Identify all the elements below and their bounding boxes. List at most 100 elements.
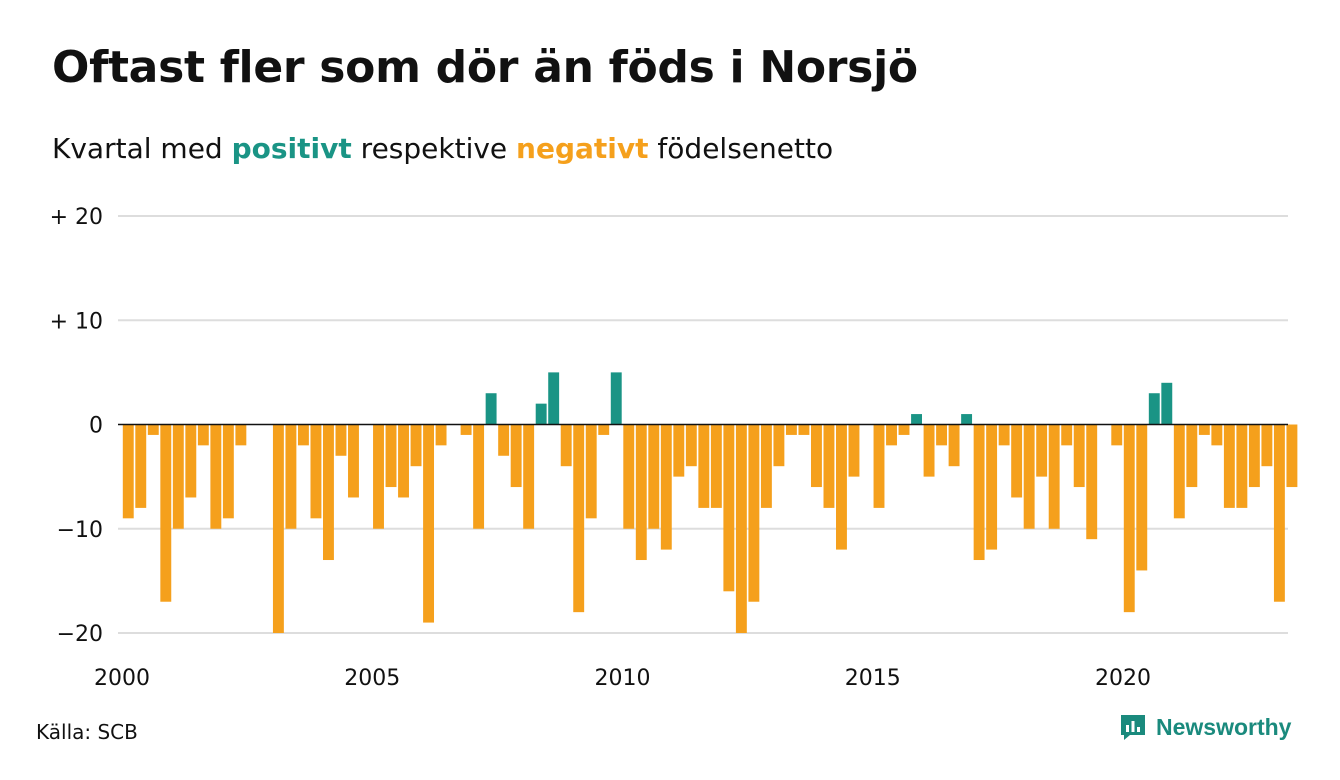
bar [147, 424, 159, 435]
bar [172, 424, 184, 529]
bar [473, 424, 485, 529]
bar [785, 424, 797, 435]
bar [185, 424, 197, 498]
brand-name: Newsworthy [1156, 713, 1292, 740]
bar [135, 424, 147, 508]
y-tick-label: −10 [57, 518, 103, 543]
bar [798, 424, 810, 435]
source-note: Källa: SCB [36, 720, 138, 744]
bar [998, 424, 1010, 446]
bar [1136, 424, 1148, 571]
subtitle-prefix: Kvartal med [52, 132, 232, 165]
bar [535, 403, 547, 425]
bar [810, 424, 822, 488]
bar [898, 424, 910, 435]
bar [1023, 424, 1035, 529]
subtitle-positive: positivt [231, 132, 352, 165]
bar [823, 424, 835, 508]
bar [160, 424, 172, 602]
bar [222, 424, 234, 519]
y-axis-ticks: + 20 + 10 0 −10 −20 [50, 205, 103, 647]
bar [523, 424, 535, 529]
bar [335, 424, 347, 456]
bar [685, 424, 697, 467]
subtitle-suffix: födelsenetto [648, 132, 834, 165]
bar [1211, 424, 1223, 446]
bar [948, 424, 960, 467]
bar [911, 414, 922, 425]
bar [660, 424, 672, 550]
bar [197, 424, 209, 446]
bar [1011, 424, 1023, 498]
y-tick-label: + 20 [50, 205, 103, 230]
bar-chart-speech-bubble-icon [1121, 715, 1145, 740]
bar [1236, 424, 1248, 508]
bar [961, 414, 973, 425]
bar [1223, 424, 1235, 508]
x-tick-label: 2005 [344, 666, 400, 691]
bar-chart: + 20 + 10 0 −10 −20 2000 2005 2010 2015 2020 [50, 205, 1298, 691]
y-tick-label: −20 [57, 622, 103, 647]
bar [848, 424, 860, 477]
bar [723, 424, 735, 592]
bar [410, 424, 422, 467]
bar [385, 424, 397, 488]
subtitle-negative: negativt [516, 132, 649, 165]
bar [1036, 424, 1048, 477]
bar [373, 424, 384, 529]
bar [460, 424, 472, 435]
bar [1123, 424, 1135, 613]
bar [1048, 424, 1060, 529]
x-axis-ticks: 2000 2005 2010 2015 2020 [94, 666, 1151, 691]
x-tick-label: 2010 [595, 666, 651, 691]
bar [598, 424, 610, 435]
bar [323, 424, 334, 561]
bar [760, 424, 772, 508]
bar [297, 424, 309, 446]
bar [1173, 424, 1185, 519]
bar [122, 424, 134, 519]
bar [936, 424, 948, 446]
bar [510, 424, 522, 488]
bar [735, 424, 747, 633]
bar [1086, 424, 1098, 540]
x-tick-label: 2020 [1095, 666, 1151, 691]
bar [272, 424, 284, 633]
subtitle-middle: respektive [351, 132, 517, 165]
bar [585, 424, 597, 519]
bar [1061, 424, 1073, 446]
bar [1261, 424, 1273, 467]
brand-logo: Newsworthy [1118, 712, 1291, 742]
bar [836, 424, 847, 550]
bar [235, 424, 247, 446]
bar [485, 393, 497, 425]
bar [1148, 393, 1160, 425]
bar [1273, 424, 1285, 602]
bar [923, 424, 935, 477]
bar [423, 424, 435, 623]
bar [498, 424, 510, 456]
bar [1161, 382, 1173, 425]
bar [1198, 424, 1210, 435]
bar [673, 424, 685, 477]
bar [1186, 424, 1198, 488]
bar [1248, 424, 1260, 488]
x-tick-label: 2015 [845, 666, 901, 691]
bar [635, 424, 647, 561]
bar [573, 424, 585, 613]
bar [285, 424, 297, 529]
bar [398, 424, 409, 498]
bar [435, 424, 447, 446]
bar [710, 424, 722, 508]
y-tick-label: + 10 [50, 309, 103, 334]
bar [560, 424, 572, 467]
chart-title: Oftast fler som dör än föds i Norsjö [52, 42, 918, 93]
x-tick-label: 2000 [94, 666, 150, 691]
bar [1073, 424, 1085, 488]
bar [210, 424, 222, 529]
bar [698, 424, 710, 508]
bar [648, 424, 660, 529]
bar [748, 424, 760, 602]
bar [548, 372, 560, 425]
bar [1111, 424, 1123, 446]
